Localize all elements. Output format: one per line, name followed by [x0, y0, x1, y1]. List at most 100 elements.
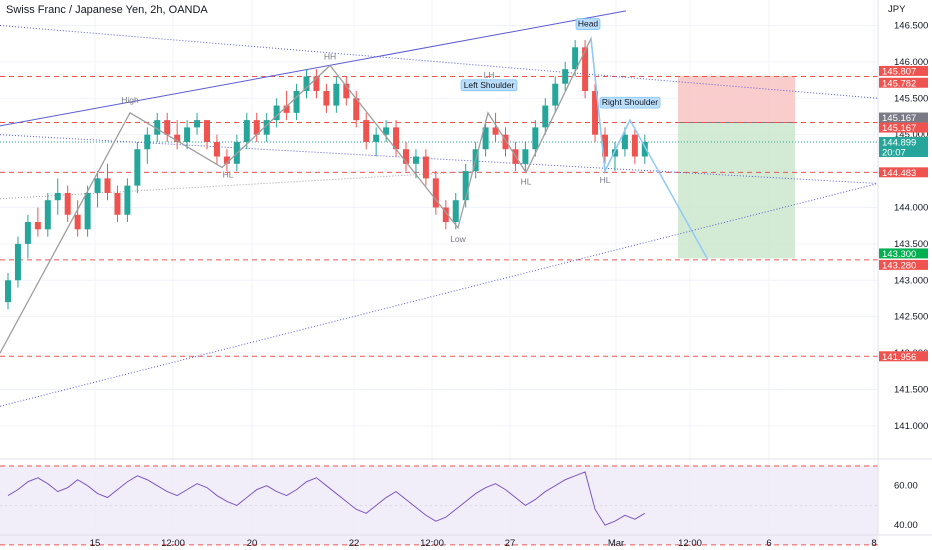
candle-down	[283, 105, 290, 113]
x-tick-label: Mar	[608, 538, 624, 549]
price-tag	[879, 137, 928, 158]
candle-up	[462, 171, 469, 201]
grid	[0, 0, 878, 535]
candle-up	[243, 120, 250, 142]
candle-down	[174, 134, 181, 142]
wave-label: HL	[223, 169, 234, 179]
price-tag	[879, 112, 928, 123]
x-tick-label: 12:00	[678, 538, 702, 549]
candle-down	[253, 120, 260, 135]
candle-down	[592, 91, 599, 135]
candle-down	[602, 134, 608, 157]
rsi-tick-label: 60.00	[894, 481, 918, 492]
y-tick-label: 143.500	[894, 239, 928, 250]
candle-up	[84, 192, 91, 230]
candle-up	[134, 149, 141, 186]
candle-up	[611, 149, 618, 157]
price-tag-countdown: 20:07	[882, 148, 906, 159]
candle-down	[353, 98, 360, 121]
candle-up	[532, 127, 539, 150]
price-tag-label: 143.280	[882, 260, 916, 271]
candle-down	[432, 178, 439, 208]
candle-down	[403, 149, 409, 164]
x-tick-label: 15	[90, 538, 101, 549]
rsi-line	[7, 471, 646, 526]
candle-down	[631, 134, 638, 157]
pattern-label: Head	[578, 19, 599, 29]
candle-up	[184, 127, 191, 142]
candles	[5, 40, 648, 310]
candle-down	[422, 156, 429, 179]
y-tick-label: 141.000	[894, 421, 928, 432]
candle-down	[104, 178, 111, 193]
candle-down	[74, 214, 81, 230]
candle-up	[44, 200, 51, 230]
candle-down	[223, 156, 230, 164]
candle-up	[552, 83, 559, 106]
y-tick-label: 143.000	[894, 275, 928, 286]
candle-up	[263, 120, 270, 135]
candle-up	[303, 76, 310, 91]
candle-up	[144, 134, 151, 150]
x-tick-label: 12:00	[420, 538, 444, 549]
pattern-label-box	[460, 79, 518, 92]
candle-up	[562, 69, 569, 84]
price-tag-label: 145.167	[882, 113, 916, 124]
price-tag-label: 144.899	[882, 138, 916, 149]
y-tick-label: 142.500	[894, 312, 928, 323]
candle-down	[363, 120, 370, 142]
y-tick-label: 145.000	[894, 130, 928, 141]
candle-up	[14, 243, 21, 281]
x-tick-label: 8	[871, 538, 876, 549]
wave-label: High	[121, 95, 139, 105]
candle-up	[194, 120, 201, 128]
candle-up	[522, 149, 529, 164]
candle-down	[213, 141, 220, 157]
price-tag-label: 144.483	[882, 168, 916, 179]
trade-zones	[678, 75, 795, 259]
candle-down	[313, 76, 320, 91]
candle-up	[154, 120, 161, 135]
pattern-label-box	[575, 18, 601, 30]
pattern-label-box	[599, 96, 661, 109]
y-tick-label: 141.500	[894, 384, 928, 395]
stop-loss-zone	[678, 75, 795, 123]
y-tick-label: 146.000	[894, 57, 928, 68]
price-tag	[879, 167, 928, 178]
wave-label: HL	[521, 177, 532, 187]
take-profit-zone	[678, 122, 795, 259]
candle-down	[492, 127, 499, 135]
candle-up	[542, 105, 549, 128]
candle-up	[412, 156, 419, 164]
candle-up	[273, 105, 280, 121]
candle-up	[482, 127, 489, 150]
price-tag	[879, 248, 928, 259]
candle-up	[124, 185, 131, 215]
candle-down	[114, 192, 121, 215]
pattern-label: LH	[484, 70, 495, 80]
candle-up	[54, 192, 61, 201]
candle-down	[164, 120, 171, 135]
y-tick-label: 145.500	[894, 93, 928, 104]
candle-up	[24, 222, 31, 244]
pattern-label: Left Shoulder	[464, 80, 515, 90]
y-tick-label: 146.500	[894, 20, 928, 31]
candle-down	[323, 91, 330, 106]
candle-up	[641, 141, 648, 157]
price-tag-label: 145.782	[882, 78, 916, 89]
price-tag	[879, 122, 928, 133]
chart-title: Swiss Franc / Japanese Yen, 2h, OANDA	[6, 4, 208, 16]
x-tick-label: 20	[247, 538, 258, 549]
candle-down	[393, 127, 400, 150]
candle-up	[94, 178, 101, 193]
candle-up	[572, 47, 579, 70]
candle-up	[621, 134, 628, 150]
wave-label: HL	[600, 175, 611, 185]
channel-upper-line	[0, 134, 879, 184]
y-axis-unit: JPY	[888, 4, 906, 15]
candle-up	[293, 91, 300, 113]
price-tag	[879, 77, 928, 88]
